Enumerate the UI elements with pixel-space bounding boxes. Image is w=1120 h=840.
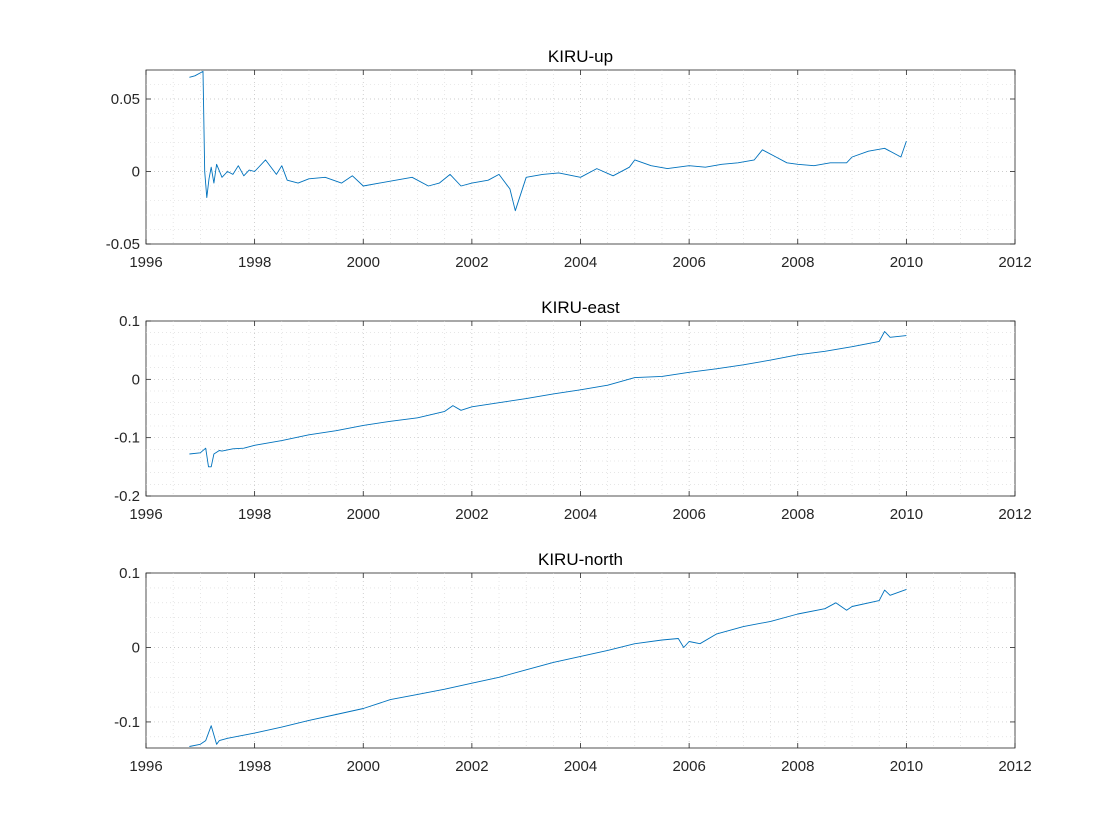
- x-tick-label: 2000: [347, 254, 380, 271]
- x-tick-label: 2004: [564, 758, 597, 775]
- y-tick-label: -0.05: [106, 236, 140, 253]
- x-tick-label: 2006: [672, 506, 705, 523]
- chart-title: KIRU-east: [541, 298, 620, 317]
- kiru-east-axes-box: [145, 320, 1016, 497]
- y-tick-label: -0.1: [114, 714, 140, 731]
- kiru-east-grid: [146, 321, 1015, 496]
- x-tick-label: 1996: [129, 254, 162, 271]
- chart-title: KIRU-up: [548, 47, 613, 66]
- kiru-up-series-line: [189, 70, 907, 212]
- x-tick-label: 2012: [998, 758, 1031, 775]
- x-tick-label: 2008: [781, 506, 814, 523]
- y-tick-label: 0.1: [119, 565, 140, 582]
- x-tick-label: 1998: [238, 758, 271, 775]
- kiru-up-axes-box: [145, 69, 1016, 245]
- kiru-east-series-line: [189, 331, 907, 468]
- y-tick-label: 0.1: [119, 313, 140, 330]
- chart-title: KIRU-north: [538, 550, 623, 569]
- panel-kiru-east: 1996 1998 2000 2002 2004 2006 2008 2010 2012 -0.2…: [114, 298, 1032, 523]
- panel-kiru-north: 1996 1998 2000 2002 2004 2006 2008 2010 2012 -0.1…: [114, 550, 1032, 775]
- kiru-north-series-line: [189, 588, 907, 747]
- x-tick-label: 2004: [564, 254, 597, 271]
- kiru-up-grid: [146, 70, 1015, 244]
- x-tick-label: 2012: [998, 506, 1031, 523]
- x-tick-label: 2000: [347, 506, 380, 523]
- x-tick-label: 2008: [781, 254, 814, 271]
- x-tick-label: 1998: [238, 254, 271, 271]
- x-tick-label: 2004: [564, 506, 597, 523]
- y-tick-label: -0.1: [114, 430, 140, 447]
- x-tick-label: 1996: [129, 758, 162, 775]
- x-tick-label: 2002: [455, 758, 488, 775]
- x-tick-label: 2002: [455, 506, 488, 523]
- y-tick-label: -0.2: [114, 488, 140, 505]
- y-tick-label: 0: [132, 639, 140, 656]
- x-tick-label: 1998: [238, 506, 271, 523]
- y-tick-label: 0: [132, 371, 140, 388]
- y-tick-label: 0.05: [111, 91, 140, 108]
- x-tick-label: 2008: [781, 758, 814, 775]
- x-tick-label: 2012: [998, 254, 1031, 271]
- panel-kiru-up: 1996 1998 2000 2002 2004 2006 2008 2010 2012 -0.0…: [106, 47, 1032, 271]
- x-tick-label: 2010: [890, 506, 923, 523]
- x-tick-label: 2000: [347, 758, 380, 775]
- x-tick-label: 2006: [672, 758, 705, 775]
- x-tick-label: 1996: [129, 506, 162, 523]
- x-tick-label: 2002: [455, 254, 488, 271]
- x-tick-label: 2010: [890, 254, 923, 271]
- x-tick-label: 2010: [890, 758, 923, 775]
- y-tick-label: 0: [132, 164, 140, 181]
- x-tick-label: 2006: [672, 254, 705, 271]
